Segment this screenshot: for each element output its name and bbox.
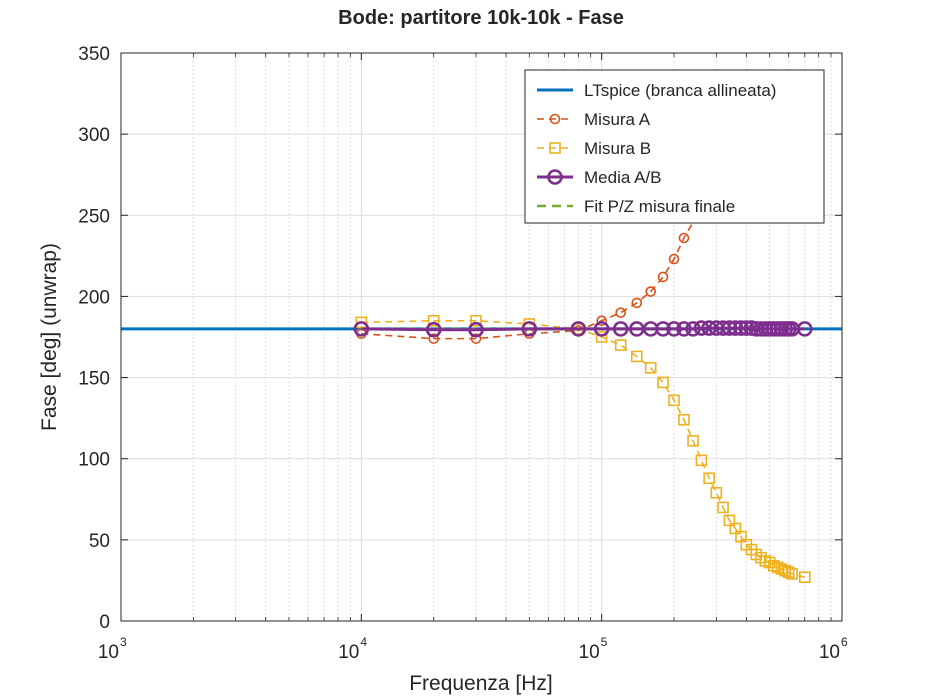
y-tick-label: 300 [78,125,110,146]
data-point-circle [727,320,744,336]
chart-title: Bode: partitore 10k-10k - Fase [338,7,624,29]
data-point-circle [521,321,538,337]
data-point-circle [631,297,643,309]
series-3 [353,320,813,338]
data-point-square [668,394,680,407]
x-tick-exponent: 3 [120,635,127,649]
data-point-circle [612,321,629,337]
data-point-circle [721,320,738,336]
data-point-circle [428,333,439,344]
y-tick-label: 100 [78,450,110,471]
y-tick-label: 350 [78,44,110,65]
data-point-square [355,316,368,329]
data-point-square [782,566,795,579]
legend: LTspice (branca allineata) Misura A Misura… [524,69,825,224]
legend-label: Fit P/Z misura finale [584,197,735,216]
data-point-circle [738,320,755,336]
legend-entry: Misura A [537,110,651,129]
data-point-square [678,413,690,426]
data-point-square [710,486,723,499]
legend-label: Misura A [584,110,651,129]
x-tick-label: 10 5 [579,635,608,663]
data-point-square [786,568,798,580]
plot-frame [120,52,843,622]
data-point-circle [468,321,484,338]
y-tick-label: 50 [89,531,110,552]
x-tick-exponent: 4 [360,635,367,649]
x-tick-exponent: 5 [601,635,608,649]
y-tick-label: 200 [78,287,110,308]
data-point-circle [425,321,442,338]
data-point-square [779,564,791,577]
data-point-square [595,331,608,343]
data-point-square [703,472,715,484]
legend-label: Misura B [584,139,651,158]
data-point-square [630,350,643,363]
data-point-circle [685,321,701,337]
legend-label: LTspice (branca allineata) [584,81,776,100]
data-point-circle [615,307,626,318]
series-2 [355,314,811,583]
data-point-circle [549,113,561,125]
data-point-circle [596,315,607,327]
data-point-square [798,571,811,583]
data-point-square [717,501,729,514]
x-tick-exponent: 6 [841,635,848,649]
data-point-circle [796,321,813,337]
legend-entry: Fit P/Z misura finale [537,197,735,216]
data-point-circle [693,320,710,336]
x-tick-label: 10 4 [338,635,367,663]
data-point-circle [547,169,563,185]
y-tick-label: 150 [78,369,110,390]
x-tick-label: 10 3 [98,635,127,663]
data-point-circle [678,232,690,244]
x-tick-base: 10 [819,642,840,663]
data-point-square [723,514,736,527]
series-line [361,218,696,340]
data-point-square [427,314,440,327]
data-point-square [644,362,657,374]
legend-label: Media A/B [584,168,662,187]
x-tick-base: 10 [98,642,119,663]
legend-box [524,69,825,224]
legend-entry: Media A/B [537,168,662,187]
data-point-square [614,339,627,351]
data-point-square [771,561,784,574]
data-point-circle [353,321,370,337]
data-point-circle [470,333,482,344]
data-point-square [549,142,561,154]
data-point-circle [657,271,669,283]
data-point-circle [593,321,610,337]
data-point-circle [655,321,671,337]
data-point-circle [666,321,682,337]
x-tick-base: 10 [338,642,359,663]
data-point-circle [676,321,692,337]
data-point-square [657,376,669,389]
y-tick-label: 250 [78,206,110,227]
legend-entry: Misura B [537,139,651,158]
data-point-circle [668,253,680,265]
y-tick-label: 0 [99,612,110,633]
data-point-square [767,560,780,572]
data-point-square [695,454,708,467]
data-point-circle [733,320,749,336]
plot-lines [121,218,842,583]
data-point-circle [570,321,587,337]
data-point-circle [645,286,657,297]
data-point-square [687,435,699,447]
data-point-square [470,314,482,327]
legend-entry: LTspice (branca allineata) [537,81,776,100]
y-axis-label: Fase [deg] (unwrap) [38,243,61,431]
x-axis-label: Frequenza [Hz] [409,672,553,695]
x-tick-label: 10 6 [819,635,848,663]
x-tick-base: 10 [579,642,600,663]
